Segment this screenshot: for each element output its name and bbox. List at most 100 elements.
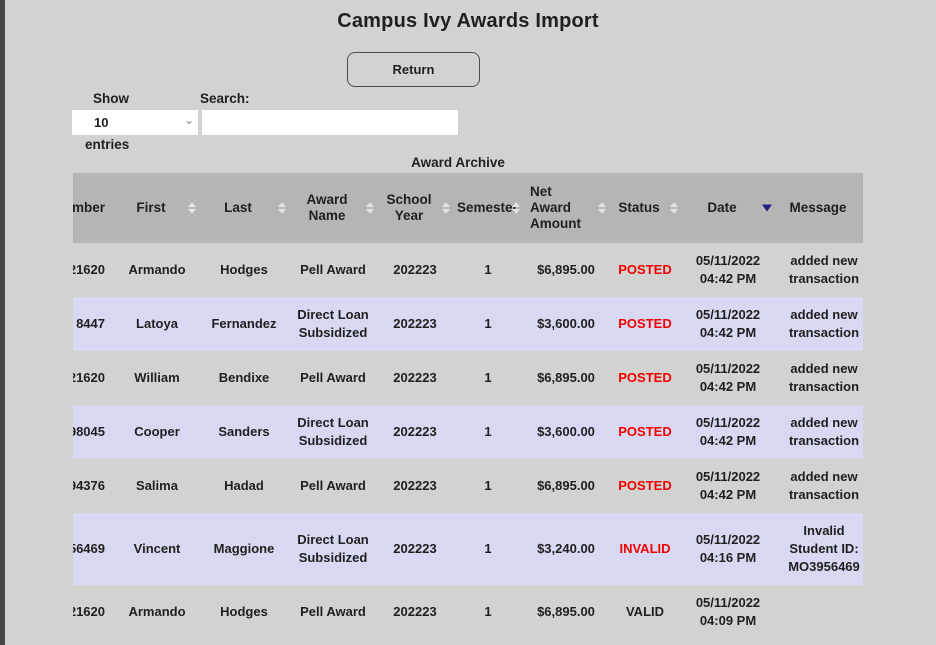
cell-year: 202223 (393, 478, 437, 493)
cell-id: 956469 (73, 513, 115, 585)
cell-year: 202223 (377, 297, 453, 351)
column-label: Date (707, 200, 737, 215)
cell-award: Pell Award (300, 370, 366, 385)
cell-amount: $3,240.00 (523, 513, 609, 585)
cell-message: added new transaction (775, 297, 863, 351)
sort-icon (278, 202, 286, 214)
cell-semester: 1 (453, 405, 523, 459)
search-label: Search: (200, 91, 250, 106)
award-archive-table: Number First Last Award Name School Year Seme… (73, 173, 863, 639)
cell-status: POSTED (609, 405, 681, 459)
table-row: 21620 William Bendixe Pell Award 202223 1 $6,8… (73, 351, 863, 405)
show-label: Show (93, 91, 129, 106)
cell-message: added new transaction (788, 469, 860, 502)
column-label: Semester (457, 200, 518, 215)
cell-last: Bendixe (218, 370, 270, 385)
cell-id: 98045 (73, 405, 115, 459)
cell-date: 05/11/2022 04:16 PM (681, 513, 775, 585)
cell-status: VALID (625, 604, 665, 619)
cell-id: 94376 (73, 478, 105, 493)
column-header-semester[interactable]: Semester (453, 173, 523, 243)
cell-message (775, 585, 863, 639)
sort-icon (366, 202, 374, 214)
column-header-status[interactable]: Status (609, 173, 681, 243)
column-header-amount[interactable]: Net Award Amount (523, 173, 609, 243)
cell-award: Pell Award (300, 604, 366, 619)
sort-icon (442, 202, 450, 214)
cell-id: 21620 (73, 604, 105, 619)
column-header-message: Message (775, 173, 863, 243)
cell-first: Cooper (115, 405, 199, 459)
cell-amount: $6,895.00 (537, 262, 595, 277)
column-label: Message (789, 200, 847, 215)
cell-id: 21620 (73, 370, 105, 385)
search-input[interactable] (202, 110, 458, 135)
cell-status: POSTED (618, 478, 672, 493)
cell-amount: $6,895.00 (537, 370, 595, 385)
table-row: 21620 Armando Hodges Pell Award 202223 1 $6,89… (73, 243, 863, 297)
table-row: 956469VincentMaggioneDirect Loan Subsidi… (73, 513, 863, 585)
cell-id: 21620 (73, 262, 105, 277)
return-button[interactable]: Return (347, 52, 480, 87)
cell-first: William (134, 370, 180, 385)
page-size-select[interactable]: 10 (72, 110, 198, 135)
sort-icon (512, 202, 520, 214)
cell-id: 8447 (73, 297, 115, 351)
cell-status: POSTED (609, 297, 681, 351)
cell-award: Direct Loan Subsidized (289, 405, 377, 459)
cell-date: 05/11/2022 04:42 PM (695, 361, 761, 394)
column-label: Last (224, 200, 252, 215)
cell-award: Pell Award (300, 262, 366, 277)
column-header-date[interactable]: Date (681, 173, 775, 243)
cell-amount: $6,895.00 (537, 478, 595, 493)
table-header-row: Number First Last Award Name School Year Seme… (73, 173, 863, 243)
column-label: Award Name (306, 192, 348, 223)
cell-year: 202223 (393, 370, 437, 385)
cell-last: Hodges (220, 262, 268, 277)
cell-semester: 1 (484, 478, 492, 493)
cell-date: 05/11/2022 04:42 PM (695, 253, 761, 286)
sort-icon (188, 202, 196, 214)
sort-icon (670, 202, 678, 214)
cell-semester: 1 (453, 513, 523, 585)
table-row: 94376 Salima Hadad Pell Award 202223 1 $6,895.… (73, 459, 863, 513)
cell-last: Sanders (199, 405, 289, 459)
cell-message: added new transaction (788, 361, 860, 394)
column-header-year[interactable]: School Year (377, 173, 453, 243)
cell-award: Direct Loan Subsidized (289, 513, 377, 585)
column-header-award[interactable]: Award Name (289, 173, 377, 243)
column-label: Net Award Amount (530, 184, 581, 231)
cell-first: Vincent (115, 513, 199, 585)
cell-semester: 1 (484, 370, 492, 385)
cell-status: POSTED (618, 370, 672, 385)
cell-status: POSTED (618, 262, 672, 277)
table-row: 98045CooperSandersDirect Loan Subsidized… (73, 405, 863, 459)
cell-first: Armando (128, 604, 186, 619)
cell-award: Pell Award (300, 478, 366, 493)
cell-year: 202223 (393, 262, 437, 277)
page-title: Campus Ivy Awards Import (337, 10, 599, 32)
cell-first: Salima (136, 478, 178, 493)
cell-last: Maggione (199, 513, 289, 585)
column-header-last[interactable]: Last (199, 173, 289, 243)
cell-last: Hodges (220, 604, 268, 619)
cell-status: INVALID (609, 513, 681, 585)
cell-amount: $6,895.00 (537, 604, 595, 619)
cell-year: 202223 (377, 405, 453, 459)
cell-last: Fernandez (199, 297, 289, 351)
cell-last: Hadad (224, 478, 264, 493)
column-label: School Year (386, 192, 432, 223)
cell-amount: $3,600.00 (523, 405, 609, 459)
entries-label: entries (85, 137, 130, 152)
sort-icon (598, 202, 606, 214)
column-label: First (136, 200, 166, 215)
award-table-container: Award Archive Number First Last Award Name S… (73, 155, 863, 639)
column-header-first[interactable]: First (115, 173, 199, 243)
cell-date: 05/11/2022 04:09 PM (695, 595, 761, 628)
cell-message: Invalid Student ID: MO3956469 (775, 513, 863, 585)
cell-date: 05/11/2022 04:42 PM (681, 297, 775, 351)
sort-desc-icon (762, 204, 772, 212)
cell-award: Direct Loan Subsidized (289, 297, 377, 351)
cell-date: 05/11/2022 04:42 PM (695, 469, 761, 502)
table-row: 21620 Armando Hodges Pell Award 202223 1 $6,89… (73, 585, 863, 639)
